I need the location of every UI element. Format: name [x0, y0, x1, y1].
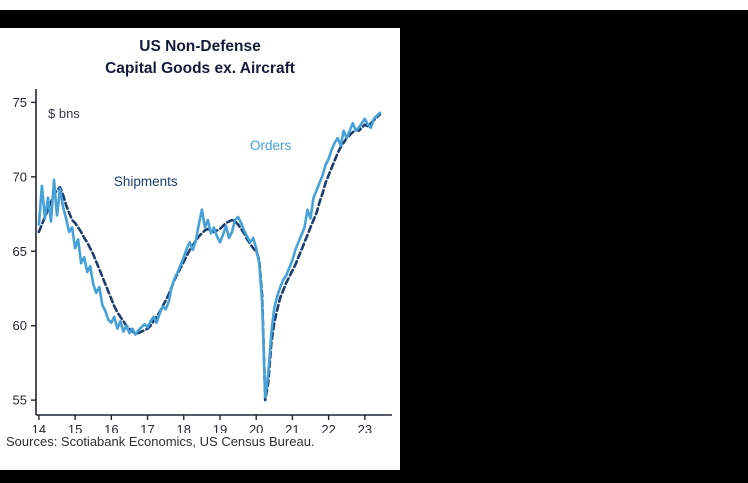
chart-title-line2: Capital Goods ex. Aircraft — [105, 60, 295, 78]
bottom-black-bar — [0, 470, 748, 483]
x-tick-label: 18 — [177, 422, 191, 433]
right-black-area — [400, 28, 748, 483]
x-tick-label: 14 — [32, 422, 46, 433]
shipments-label: Shipments — [114, 174, 178, 189]
chart-title: US Non-Defense Capital Goods ex. Aircraf… — [0, 28, 400, 81]
x-tick-label: 19 — [213, 422, 227, 433]
x-tick-label: 17 — [140, 422, 154, 433]
chart-title-line1: US Non-Defense — [139, 38, 261, 55]
x-tick-label: 16 — [104, 422, 118, 433]
chart-panel: US Non-Defense Capital Goods ex. Aircraf… — [0, 28, 400, 470]
y-tick-label: 70 — [13, 169, 27, 184]
series-orders-line — [37, 111, 382, 399]
y-tick-label: 65 — [13, 244, 27, 259]
y-tick-label: 75 — [13, 95, 27, 110]
x-tick-label: 21 — [285, 422, 299, 433]
x-tick-label: 15 — [68, 422, 82, 433]
orders-label: Orders — [250, 138, 292, 153]
x-tick-label: 22 — [321, 422, 335, 433]
top-black-bar — [0, 10, 748, 28]
source-note: Sources: Scotiabank Economics, US Census… — [6, 433, 315, 449]
x-tick-label: 23 — [358, 422, 372, 433]
unit-label: $ bns — [48, 106, 80, 121]
line-chart: 55 60 65 70 75 14 15 16 17 18 19 20 21 22 23 $ bns Order… — [13, 88, 392, 433]
y-tick-label: 60 — [13, 318, 27, 333]
x-tick-label: 20 — [249, 422, 263, 433]
y-tick-label: 55 — [13, 393, 27, 408]
